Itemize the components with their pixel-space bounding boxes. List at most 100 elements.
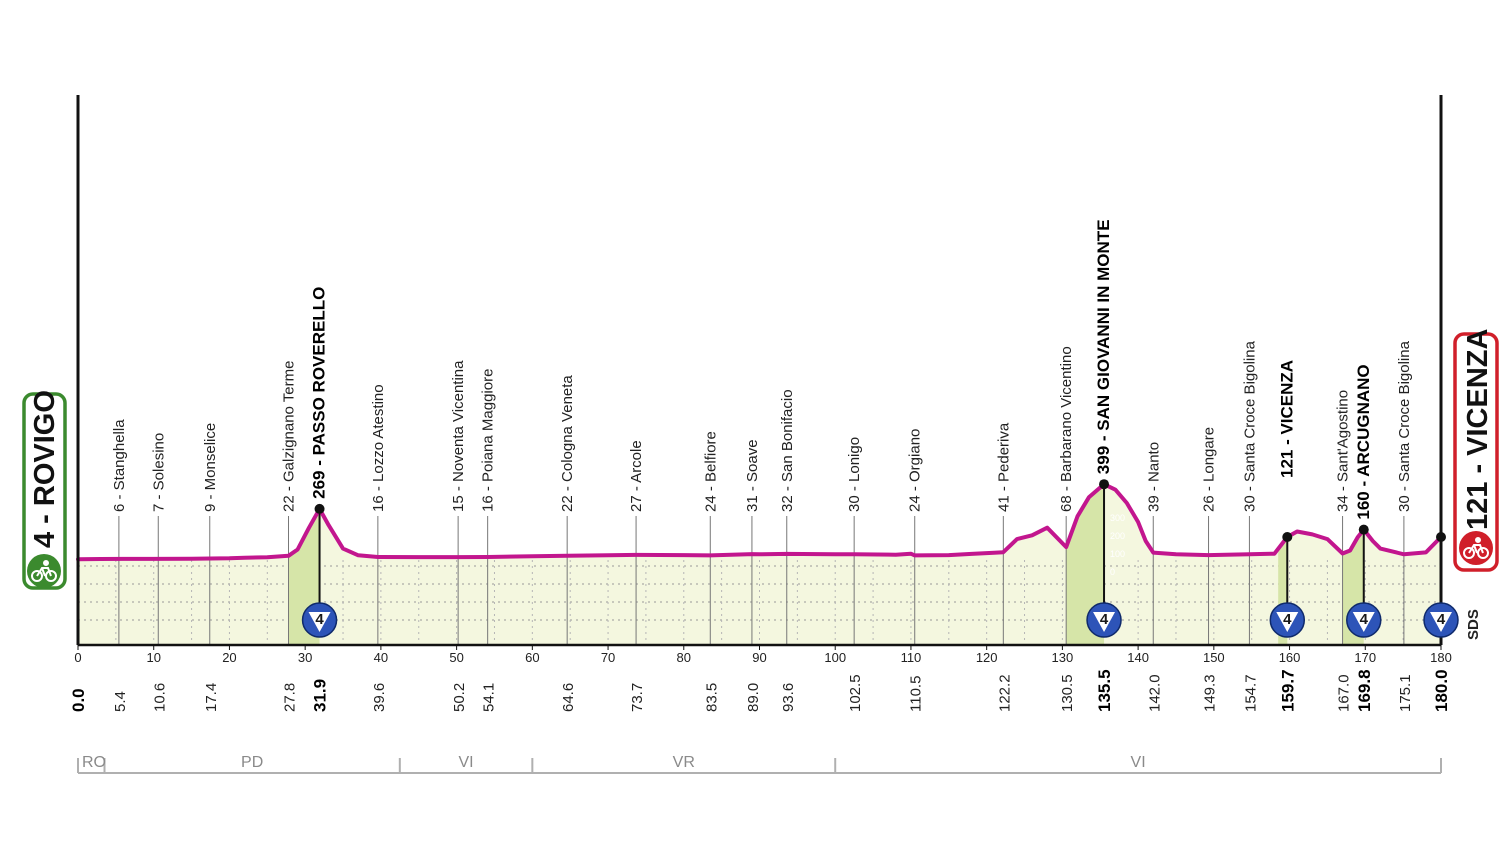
- waypoint-km: 50.2: [451, 683, 468, 712]
- waypoint-km: 73.7: [629, 683, 646, 712]
- waypoint-name: 22 - Cologna Veneta: [559, 375, 576, 512]
- gpm-triangle: [1093, 612, 1116, 632]
- tick-label: 80: [677, 650, 691, 665]
- bike-icon: [31, 560, 57, 582]
- waypoint-name: 15 - Noventa Vicentina: [450, 360, 467, 512]
- waypoint-km: 130.5: [1059, 674, 1076, 712]
- waypoint-km: 39.6: [371, 683, 388, 712]
- tick-label: 60: [525, 650, 539, 665]
- start-label: 4 - ROVIGO: [29, 390, 61, 548]
- tick-label: 160: [1279, 650, 1301, 665]
- finish-label: 121 - VICENZA: [1462, 329, 1494, 530]
- waypoint-km: 180.0: [1432, 669, 1451, 712]
- gpm-category: 4: [315, 611, 324, 628]
- waypoint-km: 27.8: [282, 683, 299, 712]
- waypoint-labels: 6 - Stanghella 7 - Solesino 9 - Monselice 2…: [111, 219, 1413, 519]
- tick-label: 170: [1354, 650, 1376, 665]
- scale-label: 200: [1110, 531, 1125, 541]
- province-bar: RO PD VI VR VI: [77, 754, 1442, 774]
- waypoint-km: 0.0: [69, 688, 88, 712]
- gpm-triangle: [1352, 612, 1375, 632]
- waypoint-name: 6 - Stanghella: [111, 419, 128, 512]
- gpm-category: 4: [1437, 611, 1446, 628]
- finish-badge: 121 - VICENZA: [1453, 329, 1499, 572]
- gpm-category: 4: [1100, 611, 1109, 628]
- gpm-category: 4: [1360, 611, 1369, 628]
- tick-label: 40: [374, 650, 388, 665]
- tick-label: 90: [752, 650, 766, 665]
- waypoint-km: 167.0: [1336, 674, 1353, 712]
- tick-label: 0: [74, 650, 81, 665]
- waypoint-name: 30 - Lonigo: [846, 437, 863, 512]
- waypoint-name: 7 - Solesino: [150, 433, 167, 512]
- waypoint-km: 110.5: [908, 676, 925, 712]
- waypoint-name: 68 - Barbarano Vicentino: [1058, 346, 1075, 512]
- distance-axis: 0 10 20 30 40 50 60 70 80 90 100 110 120 130 140 150 160…: [74, 95, 1452, 665]
- waypoint-km: 64.6: [560, 683, 577, 712]
- province-label: PD: [241, 754, 263, 771]
- waypoint-name: 41 - Pederiva: [995, 422, 1012, 512]
- waypoint-name: 30 - Santa Croce Bigolina: [1241, 340, 1258, 512]
- waypoint-lines: [118, 484, 1405, 645]
- scale-label: 100: [1110, 549, 1125, 559]
- waypoint-name: 399 - SAN GIOVANNI IN MONTE: [1094, 219, 1113, 474]
- summit-dot: [1358, 524, 1369, 535]
- waypoint-km: 169.8: [1355, 669, 1374, 712]
- waypoint-name: 22 - Galzignano Terme: [281, 361, 298, 512]
- waypoint-km: 142.0: [1146, 674, 1163, 712]
- tick-label: 180: [1430, 650, 1452, 665]
- waypoint-name: 34 - Sant'Agostino: [1335, 390, 1352, 512]
- tick-label: 70: [601, 650, 615, 665]
- waypoint-km: 89.0: [745, 683, 762, 712]
- waypoint-km: 135.5: [1095, 669, 1114, 712]
- tick-label: 140: [1127, 650, 1149, 665]
- bike-icon: [1463, 537, 1489, 559]
- waypoint-km: 10.6: [151, 683, 168, 712]
- waypoint-name: 16 - Lozzo Atestino: [370, 384, 387, 512]
- waypoint-km: 102.5: [847, 674, 864, 712]
- waypoint-km: 149.3: [1202, 674, 1219, 712]
- tick-label: 20: [222, 650, 236, 665]
- waypoint-name: 24 - Orgiano: [907, 429, 924, 512]
- waypoint-name: 32 - San Bonifacio: [779, 389, 796, 512]
- waypoint-km: 154.7: [1242, 674, 1259, 712]
- tick-label: 100: [824, 650, 846, 665]
- scale-label: 0: [1110, 567, 1115, 577]
- waypoint-name: 31 - Soave: [744, 439, 761, 512]
- waypoint-name: 30 - Santa Croce Bigolina: [1396, 340, 1413, 512]
- tick-label: 30: [298, 650, 312, 665]
- waypoint-name: 269 - PASSO ROVERELLO: [310, 287, 329, 499]
- province-label: VR: [673, 754, 695, 771]
- summit-dot: [1282, 532, 1293, 543]
- summit-dot: [314, 503, 325, 514]
- waypoint-name: 39 - Nanto: [1145, 442, 1162, 512]
- waypoint-km: 175.1: [1397, 674, 1414, 712]
- waypoint-km: 17.4: [203, 683, 220, 712]
- brand-logo: SDS: [1465, 609, 1482, 640]
- gpm-category: 4: [1283, 611, 1292, 628]
- tick-label: 10: [146, 650, 160, 665]
- waypoint-km: 31.9: [311, 679, 330, 712]
- tick-label: 120: [976, 650, 998, 665]
- waypoint-km-labels: 0.0 5.4 10.6 17.4 27.8 31.9 39.6 50.2 54.1 64.6 73…: [69, 669, 1451, 712]
- waypoint-km: 5.4: [112, 691, 129, 712]
- waypoint-km: 159.7: [1278, 669, 1297, 712]
- tick-label: 110: [901, 650, 922, 665]
- waypoint-name: 24 - Belfiore: [702, 431, 719, 512]
- gpm-triangle: [1276, 612, 1299, 632]
- tick-label: 130: [1052, 650, 1074, 665]
- province-label: VI: [459, 754, 474, 771]
- waypoint-km: 93.6: [780, 683, 797, 712]
- waypoint-km: 54.1: [481, 683, 498, 712]
- gpm-triangle: [1430, 612, 1452, 632]
- waypoint-name: 9 - Monselice: [202, 423, 219, 512]
- waypoint-name: 121 - VICENZA: [1277, 360, 1296, 478]
- start-badge: 4 - ROVIGO: [22, 390, 67, 590]
- gpm-triangle: [308, 612, 331, 632]
- tick-label: 150: [1203, 650, 1225, 665]
- waypoint-name: 160 - ARCUGNANO: [1354, 364, 1373, 519]
- tick-label: 50: [449, 650, 463, 665]
- summit-dot: [1099, 479, 1110, 490]
- province-label: RO: [82, 754, 106, 771]
